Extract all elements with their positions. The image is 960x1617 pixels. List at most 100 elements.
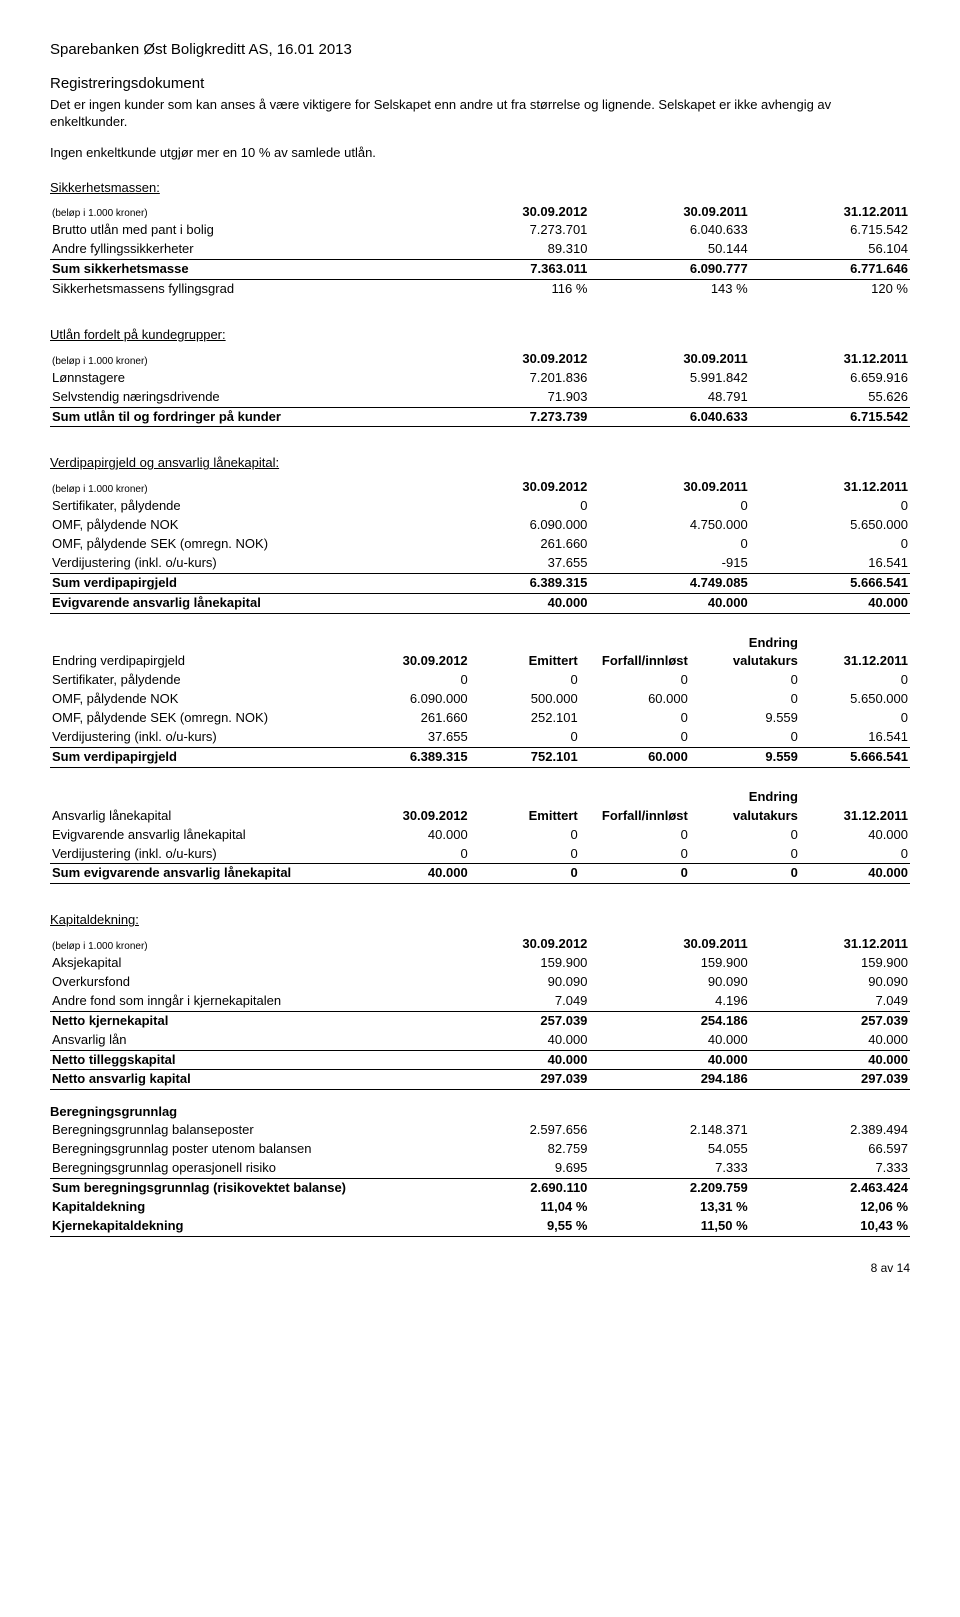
cell-value: 7.333	[750, 1159, 910, 1178]
cell-value: 0	[470, 826, 580, 845]
endring-label: Endring	[690, 788, 800, 807]
cell-value: 0	[360, 671, 470, 690]
cell-value: -915	[589, 554, 749, 573]
cell-value: 40.000	[429, 593, 589, 613]
cell-value: 82.759	[429, 1140, 589, 1159]
cell-value: 60.000	[580, 747, 690, 767]
amounts-note: (beløp i 1.000 kroner)	[50, 935, 429, 954]
cell-value: 0	[589, 535, 749, 554]
cell-value: 0	[690, 845, 800, 864]
cell-value: 0	[580, 864, 690, 884]
row-header-label: Ansvarlig lånekapital	[50, 807, 360, 826]
cell-value: 40.000	[429, 1031, 589, 1050]
cell-value: 0	[690, 864, 800, 884]
cell-value: 0	[690, 728, 800, 747]
cell-value: 90.090	[589, 973, 749, 992]
row-label: OMF, pålydende SEK (omregn. NOK)	[50, 709, 360, 728]
cell-value: 6.659.916	[750, 369, 910, 388]
row-label: Brutto utlån med pant i bolig	[50, 221, 429, 240]
cell-value: 7.333	[589, 1159, 749, 1178]
cell-value: 50.144	[589, 240, 749, 259]
cell-value: 500.000	[470, 690, 580, 709]
cell-value: 261.660	[429, 535, 589, 554]
col-header: Emittert	[470, 807, 580, 826]
sec2-table: (beløp i 1.000 kroner)30.09.201230.09.20…	[50, 350, 910, 428]
col-date: 30.09.2012	[429, 203, 589, 222]
cell-value: 2.597.656	[429, 1121, 589, 1140]
cell-value: 6.389.315	[429, 573, 589, 593]
col-header: Emittert	[470, 652, 580, 671]
cell-value: 9,55 %	[429, 1217, 589, 1236]
row-label: Sum utlån til og fordringer på kunder	[50, 407, 429, 427]
col-header: 30.09.2012	[360, 652, 470, 671]
cell-value: 40.000	[360, 826, 470, 845]
col-date: 30.09.2012	[429, 935, 589, 954]
col-date: 31.12.2011	[750, 350, 910, 369]
cell-value: 143 %	[589, 280, 749, 299]
row-label: OMF, pålydende SEK (omregn. NOK)	[50, 535, 429, 554]
col-header: Forfall/innløst	[580, 807, 690, 826]
cell-value: 12,06 %	[750, 1198, 910, 1217]
cell-value: 257.039	[429, 1011, 589, 1030]
cell-value: 71.903	[429, 388, 589, 407]
cell-value: 6.389.315	[360, 747, 470, 767]
col-date: 30.09.2012	[429, 350, 589, 369]
cell-value: 752.101	[470, 747, 580, 767]
col-header: Forfall/innløst	[580, 652, 690, 671]
col-header: valutakurs	[690, 652, 800, 671]
intro-para-2: Ingen enkeltkunde utgjør mer en 10 % av …	[50, 145, 910, 162]
cell-value: 40.000	[589, 593, 749, 613]
amounts-note: (beløp i 1.000 kroner)	[50, 350, 429, 369]
cell-value: 48.791	[589, 388, 749, 407]
col-header: valutakurs	[690, 807, 800, 826]
row-label: Beregningsgrunnlag poster utenom balanse…	[50, 1140, 429, 1159]
cell-value: 257.039	[750, 1011, 910, 1030]
cell-value: 0	[580, 845, 690, 864]
row-label: Aksjekapital	[50, 954, 429, 973]
cell-value: 40.000	[800, 826, 910, 845]
col-date: 30.09.2011	[589, 203, 749, 222]
row-label: OMF, pålydende NOK	[50, 516, 429, 535]
row-label: Ansvarlig lån	[50, 1031, 429, 1050]
cell-value: 9.559	[690, 747, 800, 767]
row-label: Sum evigvarende ansvarlig lånekapital	[50, 864, 360, 884]
cell-value: 0	[470, 728, 580, 747]
cell-value: 16.541	[750, 554, 910, 573]
cell-value: 120 %	[750, 280, 910, 299]
cell-value: 40.000	[589, 1031, 749, 1050]
cell-value: 9.695	[429, 1159, 589, 1178]
cell-value: 254.186	[589, 1011, 749, 1030]
cell-value: 6.090.777	[589, 260, 749, 280]
row-header-label: Endring verdipapirgjeld	[50, 652, 360, 671]
cell-value: 40.000	[589, 1050, 749, 1070]
cell-value: 55.626	[750, 388, 910, 407]
cell-value: 159.900	[429, 954, 589, 973]
cell-value: 7.201.836	[429, 369, 589, 388]
col-header: 31.12.2011	[800, 652, 910, 671]
cell-value: 7.049	[750, 992, 910, 1011]
col-date: 30.09.2012	[429, 478, 589, 497]
cell-value: 252.101	[470, 709, 580, 728]
col-date: 31.12.2011	[750, 478, 910, 497]
cell-value: 7.363.011	[429, 260, 589, 280]
sec7-table: Beregningsgrunnlag balanseposter2.597.65…	[50, 1121, 910, 1236]
cell-value: 6.090.000	[360, 690, 470, 709]
cell-value: 159.900	[589, 954, 749, 973]
cell-value: 5.666.541	[800, 747, 910, 767]
col-date: 30.09.2011	[589, 478, 749, 497]
sec7-title: Beregningsgrunnlag	[50, 1104, 910, 1121]
cell-value: 0	[800, 845, 910, 864]
cell-value: 7.273.739	[429, 407, 589, 427]
row-label: Verdijustering (inkl. o/u-kurs)	[50, 554, 429, 573]
cell-value: 56.104	[750, 240, 910, 259]
cell-value: 2.148.371	[589, 1121, 749, 1140]
sec6-title: Kapitaldekning:	[50, 912, 910, 929]
page-footer: 8 av 14	[50, 1261, 910, 1277]
cell-value: 37.655	[360, 728, 470, 747]
cell-value: 0	[580, 671, 690, 690]
sec3-title: Verdipapirgjeld og ansvarlig lånekapital…	[50, 455, 910, 472]
col-date: 31.12.2011	[750, 203, 910, 222]
cell-value: 2.690.110	[429, 1178, 589, 1197]
cell-value: 40.000	[360, 864, 470, 884]
sec4-table: Endring Endring verdipapirgjeld30.09.201…	[50, 634, 910, 768]
